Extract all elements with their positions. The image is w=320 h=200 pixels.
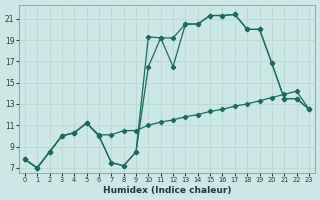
X-axis label: Humidex (Indice chaleur): Humidex (Indice chaleur) <box>103 186 231 195</box>
